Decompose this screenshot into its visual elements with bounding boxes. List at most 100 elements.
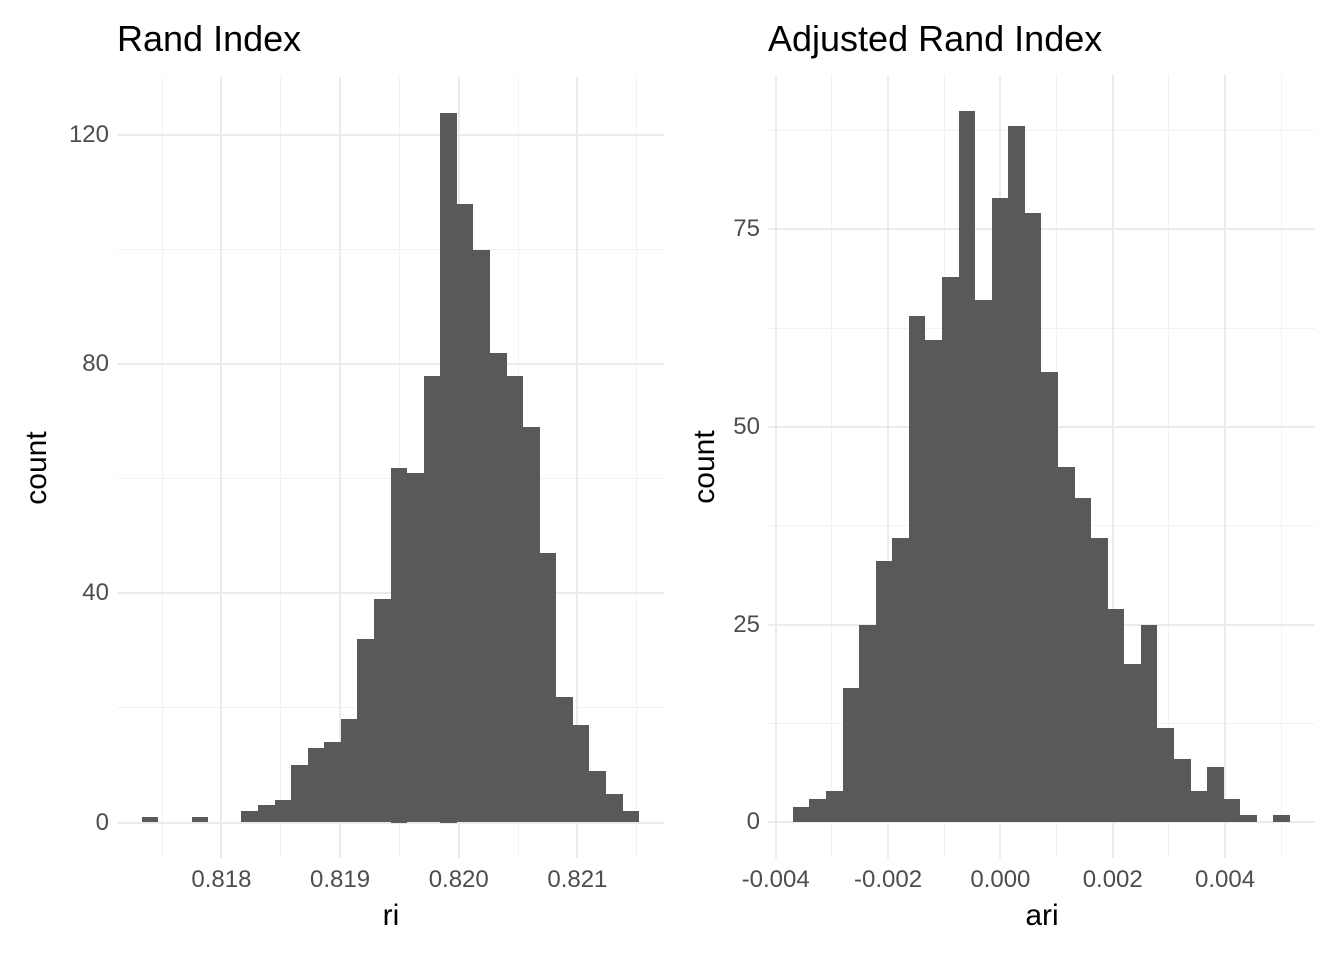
y-axis-tick-label: 50 (733, 412, 760, 440)
histogram-bar (572, 725, 590, 823)
histogram-bar (1190, 790, 1208, 823)
x-major-gridline (774, 75, 777, 858)
histogram-bar (1091, 537, 1108, 823)
histogram-bar (1157, 727, 1174, 823)
histogram-bar (324, 742, 341, 823)
left-chart-title: Rand Index (117, 18, 302, 59)
histogram-bar (606, 793, 623, 823)
histogram-bar (241, 811, 258, 823)
histogram-bar (307, 748, 325, 823)
y-axis-tick-label: 80 (82, 350, 109, 378)
histogram-bar (1273, 814, 1290, 823)
histogram-bar (991, 197, 1009, 823)
x-axis-tick-label: 0.000 (970, 866, 1031, 893)
histogram-bar (875, 561, 893, 823)
right-x-axis-title: ari (1025, 899, 1059, 932)
histogram-bar (373, 599, 391, 823)
histogram-bar (473, 249, 490, 823)
histogram-bar (523, 427, 540, 823)
x-minor-gridline (161, 77, 163, 858)
right-y-axis-title: count (688, 430, 721, 504)
left-y-axis-title: count (20, 431, 53, 505)
histogram-bar (1008, 126, 1025, 823)
x-minor-gridline (280, 77, 282, 858)
x-major-gridline (576, 77, 579, 858)
histogram-bar (539, 553, 557, 823)
histogram-bar (842, 687, 860, 823)
histogram-bar (357, 639, 374, 823)
histogram-bar (556, 696, 573, 823)
y-minor-gridline (117, 249, 664, 251)
y-minor-gridline (768, 327, 1315, 329)
histogram-bar (141, 816, 159, 823)
y-minor-gridline (117, 478, 664, 480)
y-major-gridline (117, 821, 664, 824)
x-axis-tick-label: 0.819 (310, 866, 371, 893)
histogram-bar (1174, 759, 1191, 823)
right-chart-title: Adjusted Rand Index (768, 18, 1103, 59)
x-minor-gridline (1168, 75, 1170, 858)
histogram-bar (809, 798, 827, 823)
histogram-bar (440, 112, 457, 823)
histogram-bar (975, 300, 992, 823)
histogram-bar (257, 805, 275, 823)
histogram-bar (1207, 767, 1224, 823)
y-axis-tick-label: 0 (746, 808, 760, 836)
histogram-bar (456, 204, 474, 823)
y-axis-tick-label: 0 (95, 808, 109, 836)
x-axis-tick-label: -0.002 (854, 866, 923, 893)
x-major-gridline (887, 75, 890, 858)
histogram-bar (1041, 371, 1058, 823)
histogram-bar (1223, 798, 1241, 823)
y-axis-tick-label: 25 (733, 610, 760, 638)
histogram-bar (589, 770, 607, 823)
x-axis-tick-label: 0.821 (547, 866, 608, 893)
histogram-bar (423, 375, 441, 823)
y-major-gridline (117, 134, 664, 137)
y-major-gridline (768, 228, 1315, 231)
histogram-bar (1024, 213, 1042, 823)
y-major-gridline (117, 592, 664, 595)
histogram-bar (490, 352, 507, 823)
histogram-bar (340, 719, 358, 823)
x-minor-gridline (636, 77, 638, 858)
y-minor-gridline (768, 129, 1315, 131)
histogram-bar (274, 799, 292, 823)
x-axis-tick-label: 0.002 (1082, 866, 1143, 893)
y-axis-tick-label: 40 (82, 579, 109, 607)
x-axis-tick-label: 0.818 (191, 866, 252, 893)
y-axis-tick-label: 75 (733, 215, 760, 243)
x-axis-tick-label: 0.820 (428, 866, 489, 893)
histogram-bar (407, 473, 424, 823)
histogram-bar (1107, 608, 1125, 823)
histogram-bar (1240, 814, 1257, 823)
histogram-bar (390, 467, 408, 823)
histogram-bar (1124, 664, 1141, 823)
right-chart-panel (768, 75, 1315, 858)
left-chart-panel (117, 77, 664, 858)
histogram-bar (859, 624, 876, 823)
histogram-bar (1140, 624, 1158, 823)
left-x-axis-title: ri (382, 899, 400, 932)
histogram-bar (1058, 466, 1075, 823)
histogram-bar (892, 537, 909, 823)
histogram-bar (792, 806, 810, 823)
y-major-gridline (117, 363, 664, 366)
histogram-bar (191, 816, 209, 823)
histogram-bar (291, 765, 308, 823)
x-major-gridline (1111, 75, 1114, 858)
x-major-gridline (220, 77, 223, 858)
x-major-gridline (339, 77, 342, 858)
histogram-bar (925, 339, 942, 823)
x-major-gridline (1224, 75, 1227, 858)
histogram-bar (1074, 498, 1092, 823)
histogram-bar (942, 276, 959, 823)
x-axis-tick-label: 0.004 (1195, 866, 1256, 893)
x-axis-tick-label: -0.004 (741, 866, 810, 893)
x-minor-gridline (831, 75, 833, 858)
histogram-bar (506, 375, 524, 823)
x-minor-gridline (1280, 75, 1282, 858)
histogram-bar (622, 811, 640, 823)
histogram-bar (958, 110, 976, 823)
